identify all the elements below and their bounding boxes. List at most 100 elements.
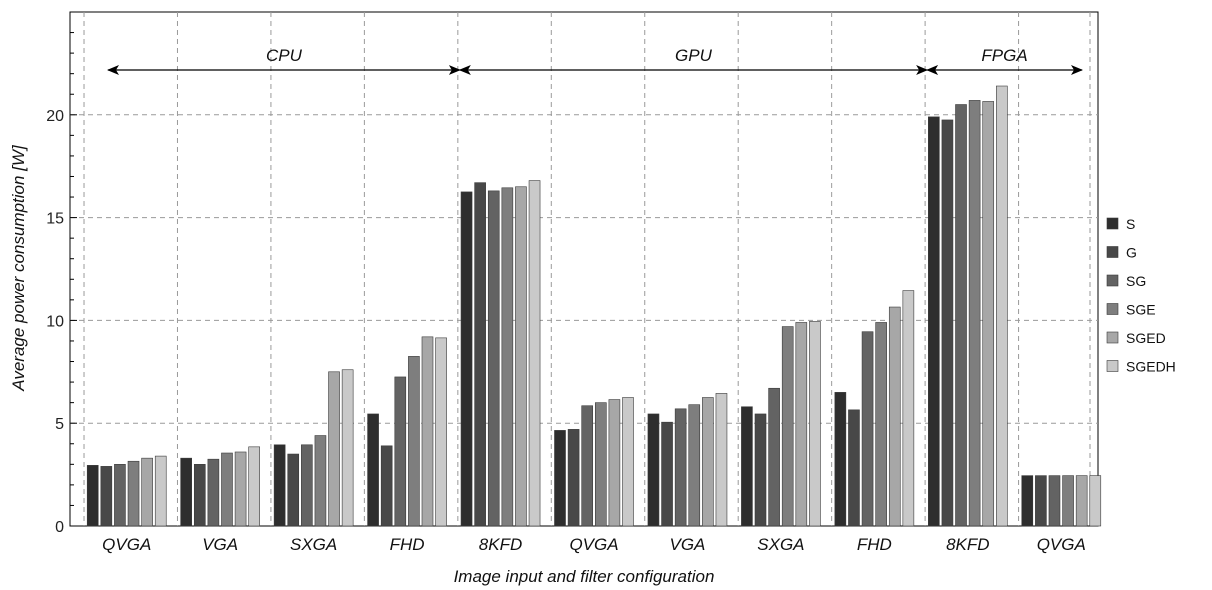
bar (460, 191, 473, 527)
bar (661, 421, 673, 527)
bar (528, 180, 541, 527)
bar (768, 387, 780, 527)
bar (234, 451, 247, 527)
bar (114, 464, 126, 527)
bar (861, 331, 874, 527)
legend: SG SG SGE SGED SGEDH (1106, 216, 1176, 375)
bar (996, 85, 1008, 527)
bar (141, 457, 153, 527)
bar (608, 399, 621, 527)
bar (875, 322, 887, 527)
bar (515, 186, 527, 527)
bar (408, 356, 420, 527)
legend-swatch (1106, 331, 1119, 344)
x-axis-title: Image input and filter configuration (454, 567, 715, 586)
bar (554, 430, 566, 527)
bar (941, 119, 954, 527)
legend-label: G (1126, 245, 1137, 261)
bar (581, 405, 594, 527)
group-label: FPGA (981, 46, 1027, 65)
bar (221, 452, 233, 527)
bar (594, 402, 607, 527)
x-tick-label: QVGA (1037, 535, 1086, 554)
bar (86, 465, 99, 527)
bar (154, 455, 167, 527)
bar (781, 326, 794, 527)
y-tick-label: 0 (55, 519, 64, 536)
bar (888, 306, 901, 527)
legend-label: SG (1126, 273, 1146, 289)
bar (848, 409, 860, 527)
bar (314, 435, 327, 527)
grid-lines (70, 12, 1098, 526)
x-tick-label: SXGA (757, 535, 804, 554)
bar (1035, 475, 1047, 527)
x-tick-label: 8KFD (479, 535, 522, 554)
bar (248, 446, 260, 527)
y-tick-label: 5 (55, 416, 64, 433)
legend-label: SGE (1126, 302, 1156, 318)
bar (902, 290, 915, 527)
legend-swatch (1106, 246, 1119, 258)
x-tick-label: SXGA (290, 535, 337, 554)
bar (1089, 475, 1102, 527)
x-tick-label: VGA (202, 535, 238, 554)
bar (622, 397, 634, 527)
bar (968, 100, 981, 527)
bar (380, 445, 393, 527)
bar (955, 104, 967, 527)
x-tick-label: VGA (670, 535, 706, 554)
bar (487, 190, 500, 527)
group-label: GPU (675, 46, 713, 65)
bar (474, 182, 486, 527)
bar (328, 371, 340, 527)
axis-layer: 0 5 10 15 20 QVGA VGA SXGA FHD 8KFD QVGA VGA SXGA FHD… (46, 32, 1086, 554)
bar (754, 413, 767, 527)
bar (287, 453, 300, 527)
bar (647, 413, 660, 527)
legend-label: SGED (1126, 330, 1166, 346)
bar (928, 116, 940, 527)
bar (1062, 475, 1074, 527)
group-annotations: CPU GPU FPGA (107, 46, 1083, 75)
x-tick-label: 8KFD (946, 535, 989, 554)
bar (809, 321, 821, 527)
bar (1048, 475, 1061, 527)
bar (180, 457, 192, 527)
bar (715, 393, 728, 527)
bar (982, 101, 995, 527)
bar (273, 444, 286, 527)
bar (674, 408, 687, 527)
legend-swatch (1106, 360, 1119, 372)
bar (341, 369, 354, 527)
bar (741, 406, 753, 527)
bar (367, 413, 379, 527)
x-tick-label: QVGA (569, 535, 618, 554)
group-label: CPU (266, 46, 303, 65)
y-tick-label: 20 (46, 108, 64, 125)
bar (193, 464, 206, 527)
legend-swatch (1106, 303, 1119, 315)
bar (435, 337, 447, 527)
y-tick-label: 15 (46, 211, 64, 228)
bar (301, 444, 313, 527)
x-tick-label: FHD (390, 535, 425, 554)
legend-label: S (1126, 216, 1135, 232)
x-tick-label: FHD (857, 535, 892, 554)
bar (1021, 475, 1034, 527)
bar (394, 376, 407, 527)
bar (567, 429, 580, 527)
legend-swatch (1106, 274, 1119, 287)
bar (688, 404, 701, 527)
bar (421, 336, 434, 527)
bars-layer (86, 85, 1102, 527)
bar (795, 322, 808, 527)
legend-swatch (1106, 217, 1119, 230)
y-tick-label: 10 (46, 313, 64, 330)
bar (1075, 475, 1088, 527)
bar (207, 458, 220, 527)
bar (100, 466, 113, 527)
x-tick-label: QVGA (102, 535, 151, 554)
